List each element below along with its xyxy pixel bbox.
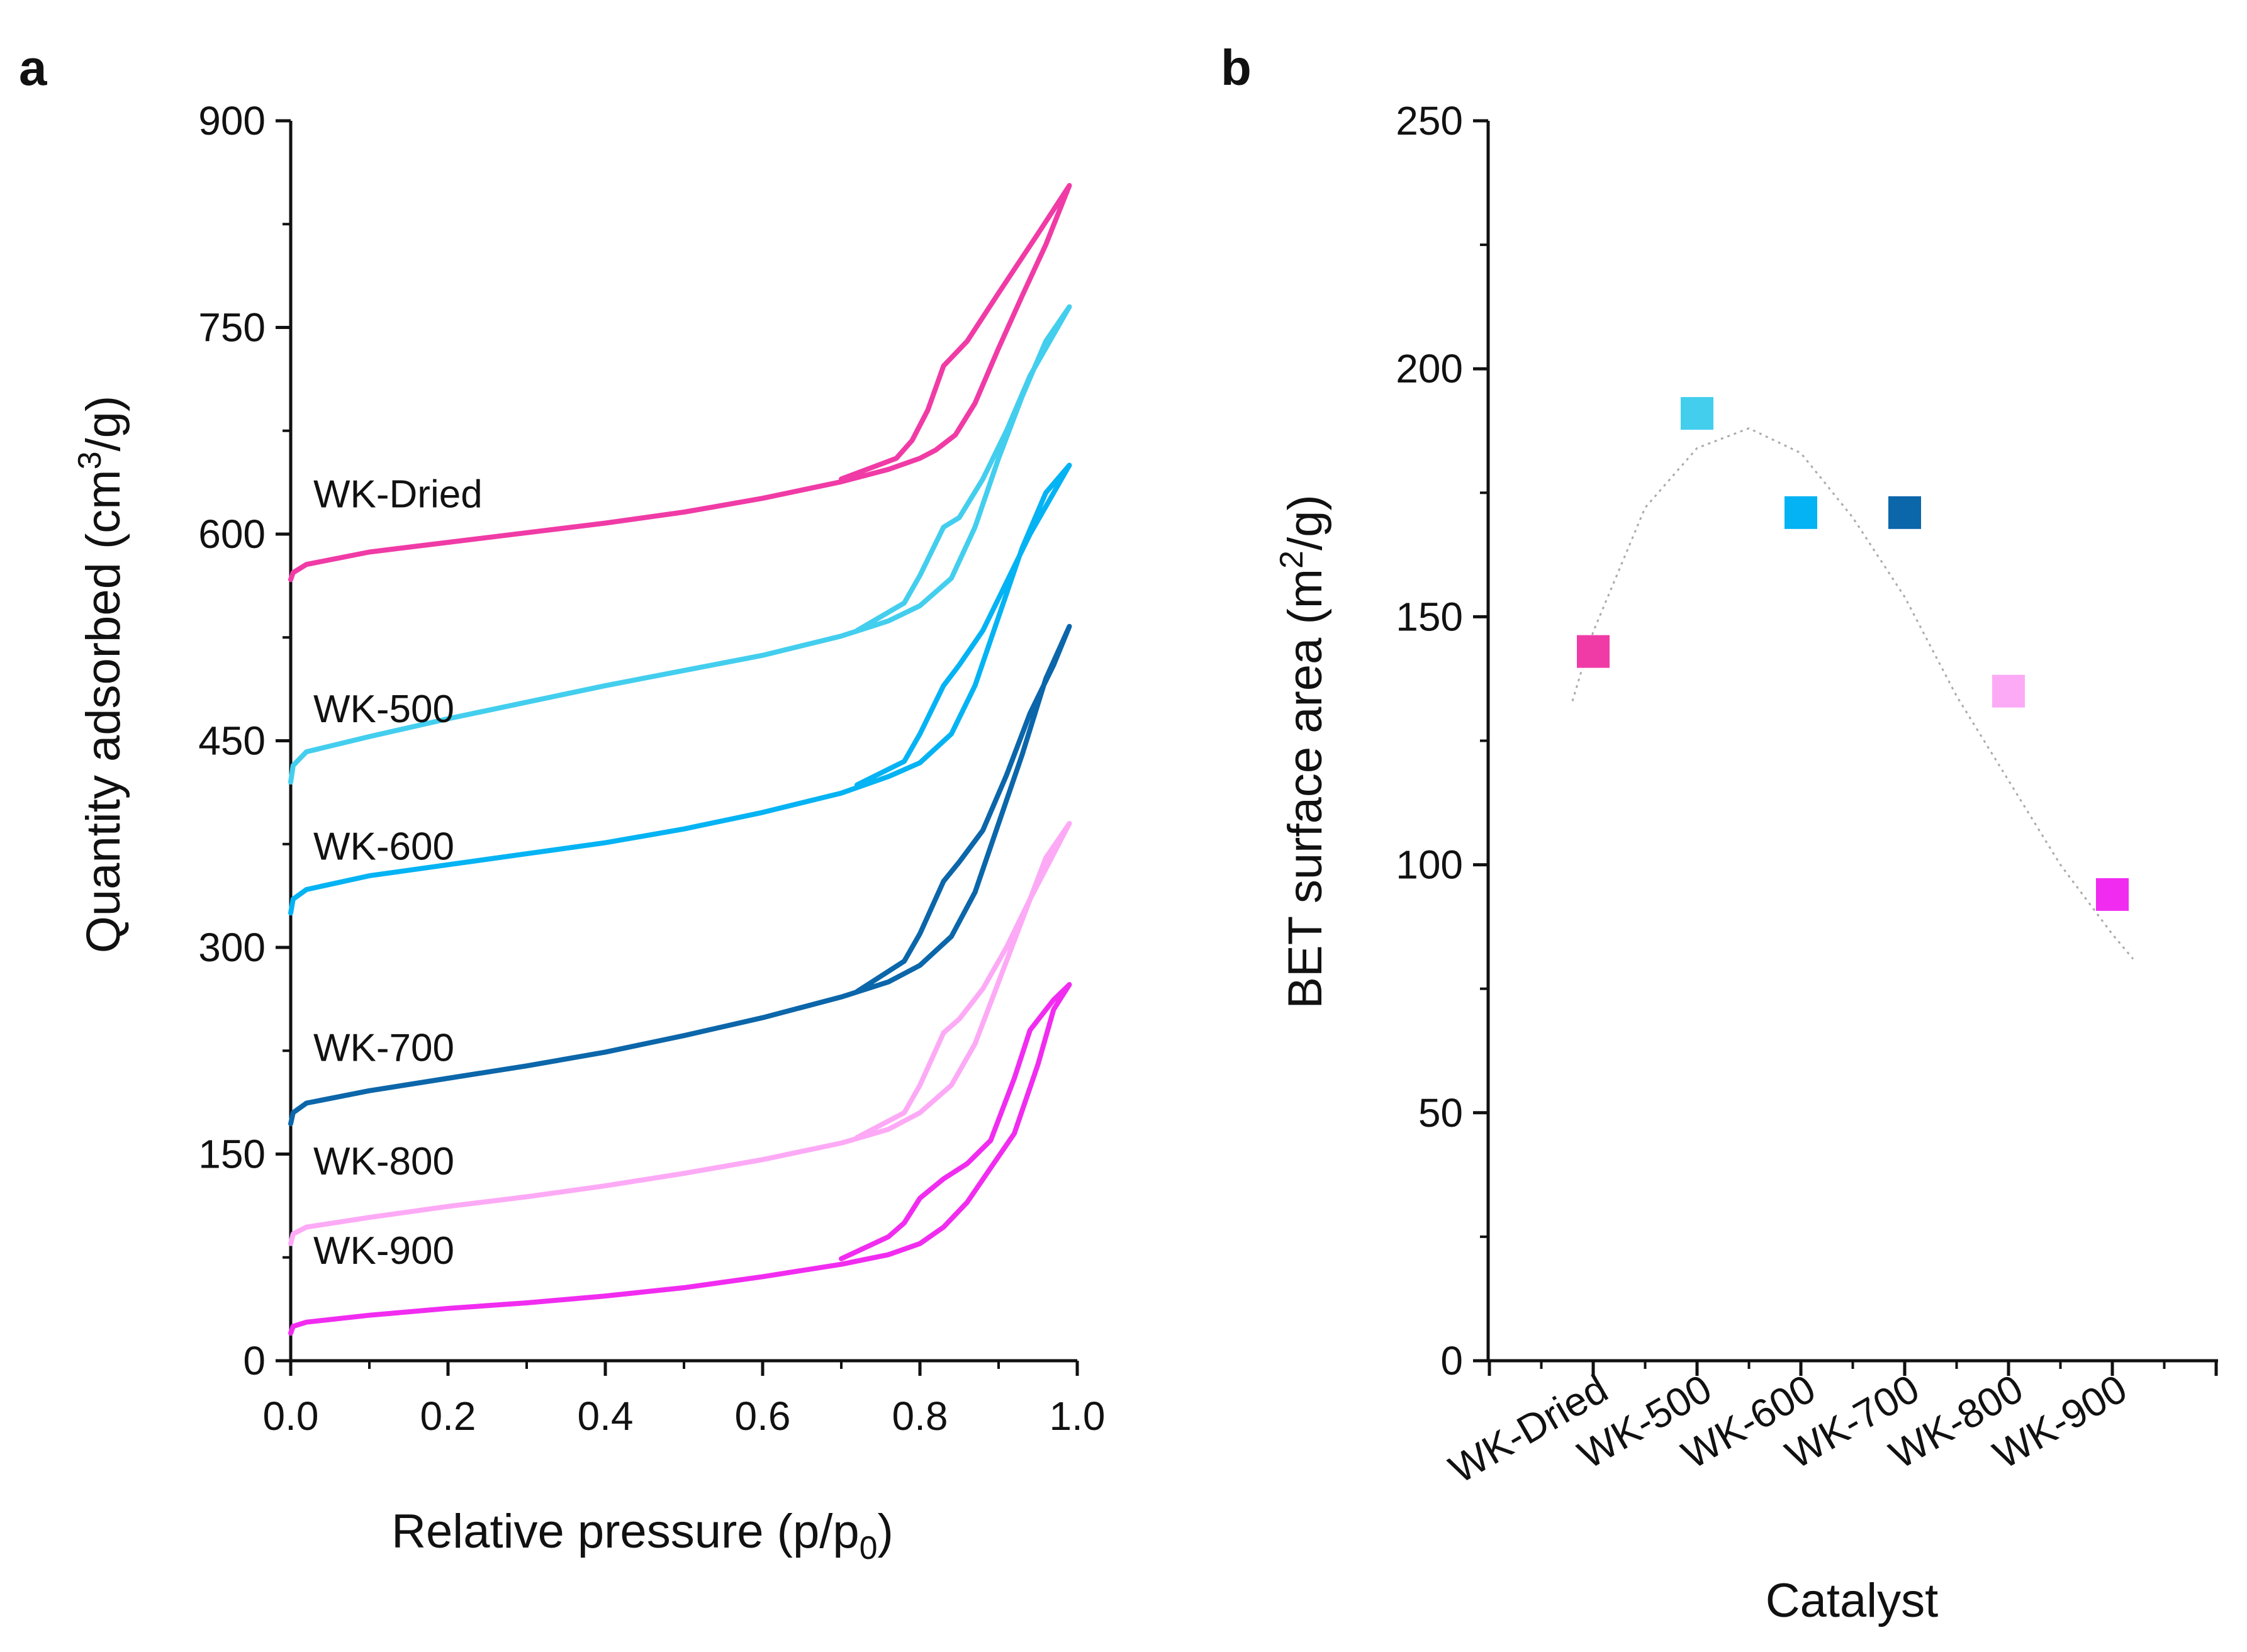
bet-point-wk-700 (1888, 496, 1921, 529)
y-title-end: /g) (77, 396, 130, 452)
isotherm-y-tick-label: 600 (198, 511, 266, 557)
isotherm-x-tick-label: 0.6 (735, 1393, 791, 1439)
isotherm-chart: 0 150 300 450 600 750 900 0.0 0.2 0.4 0.6 0.8 1.0 W… (72, 98, 1105, 1566)
isotherm-y-axis-title: Quantity adsorbed (cm3/g) (72, 396, 130, 953)
bet-y-tick-label: 50 (1418, 1090, 1463, 1136)
isotherm-y-tick-label: 450 (198, 718, 266, 764)
bet-point-wk-800 (1992, 674, 2025, 708)
isotherm-x-tick-label: 0.2 (420, 1393, 476, 1439)
bet-y-title-main: BET surface area (m (1279, 569, 1332, 1009)
bet-y-title-end: /g) (1279, 494, 1332, 550)
bet-point-wk-600 (1785, 496, 1817, 529)
isotherm-curve-wk-dried (288, 182, 1072, 583)
isotherm-x-axis-title: Relative pressure (p/p0) (391, 1505, 894, 1566)
curve-label-wk-600: WK-600 (313, 825, 454, 868)
bet-points (1577, 397, 2129, 911)
isotherm-x-ticks: 0.0 0.2 0.4 0.6 0.8 1.0 (263, 1361, 1106, 1439)
isotherm-x-tick-label: 0.8 (892, 1393, 948, 1439)
isotherm-y-tick-label: 300 (198, 925, 266, 970)
bet-fit-curve (1571, 427, 2134, 960)
x-title-main: Relative pressure (p/p (391, 1505, 859, 1558)
isotherm-curve-wk-600 (288, 462, 1072, 916)
isotherm-x-tick-label: 0.4 (578, 1393, 634, 1439)
isotherm-curve-wk-500 (288, 304, 1072, 785)
bet-chart: 0 50 100 150 200 250 WK-DriedWK-500WK-600WK-7… (1274, 98, 2218, 1627)
isotherm-x-tick-label: 0.0 (263, 1393, 319, 1439)
curve-label-wk-dried: WK-Dried (313, 472, 483, 516)
panel-label-b: b (1221, 40, 1252, 96)
bet-y-axis-title: BET surface area (m2/g) (1274, 494, 1332, 1008)
curve-label-wk-900: WK-900 (313, 1229, 454, 1273)
bet-y-tick-label: 200 (1396, 346, 1463, 391)
isotherm-y-tick-label: 900 (198, 98, 266, 143)
bet-y-tick-label: 150 (1396, 594, 1463, 639)
bet-point-wk-dried (1577, 635, 1610, 668)
bet-point-wk-900 (2096, 878, 2129, 911)
isotherm-curve-wk-800 (288, 820, 1072, 1246)
isotherm-y-tick-label: 750 (198, 305, 266, 350)
isotherm-y-tick-label: 0 (243, 1338, 266, 1383)
curve-label-wk-500: WK-500 (313, 688, 454, 731)
bet-y-tick-label: 100 (1396, 842, 1463, 888)
x-title-end: ) (878, 1505, 894, 1558)
panel-label-a: a (19, 40, 47, 96)
bet-y-ticks: 0 50 100 150 200 250 (1396, 98, 1488, 1383)
isotherm-y-ticks: 0 150 300 450 600 750 900 (198, 98, 291, 1383)
bet-y-title-sup: 2 (1274, 550, 1310, 569)
bet-y-tick-label: 0 (1440, 1338, 1463, 1383)
bet-x-axis-title: Catalyst (1766, 1574, 1939, 1627)
x-title-sub: 0 (860, 1530, 878, 1566)
isotherm-x-tick-label: 1.0 (1050, 1393, 1106, 1439)
isotherm-curve-wk-700 (288, 623, 1072, 1127)
bet-point-wk-500 (1681, 397, 1713, 430)
y-title-sup: 3 (72, 451, 108, 469)
isotherm-curve-wk-900 (288, 982, 1072, 1336)
isotherm-series (288, 182, 1072, 1336)
isotherm-curve-labels: WK-Dried WK-500 WK-600 WK-700 WK-800 WK-900 (313, 472, 483, 1273)
isotherm-y-tick-label: 150 (198, 1132, 266, 1177)
bet-y-tick-label: 250 (1396, 98, 1463, 143)
y-title-main: Quantity adsorbed (cm (77, 469, 130, 953)
curve-label-wk-700: WK-700 (313, 1026, 454, 1069)
bet-axes (1486, 121, 2218, 1363)
curve-label-wk-800: WK-800 (313, 1140, 454, 1183)
bet-fit-line (1571, 427, 2134, 960)
